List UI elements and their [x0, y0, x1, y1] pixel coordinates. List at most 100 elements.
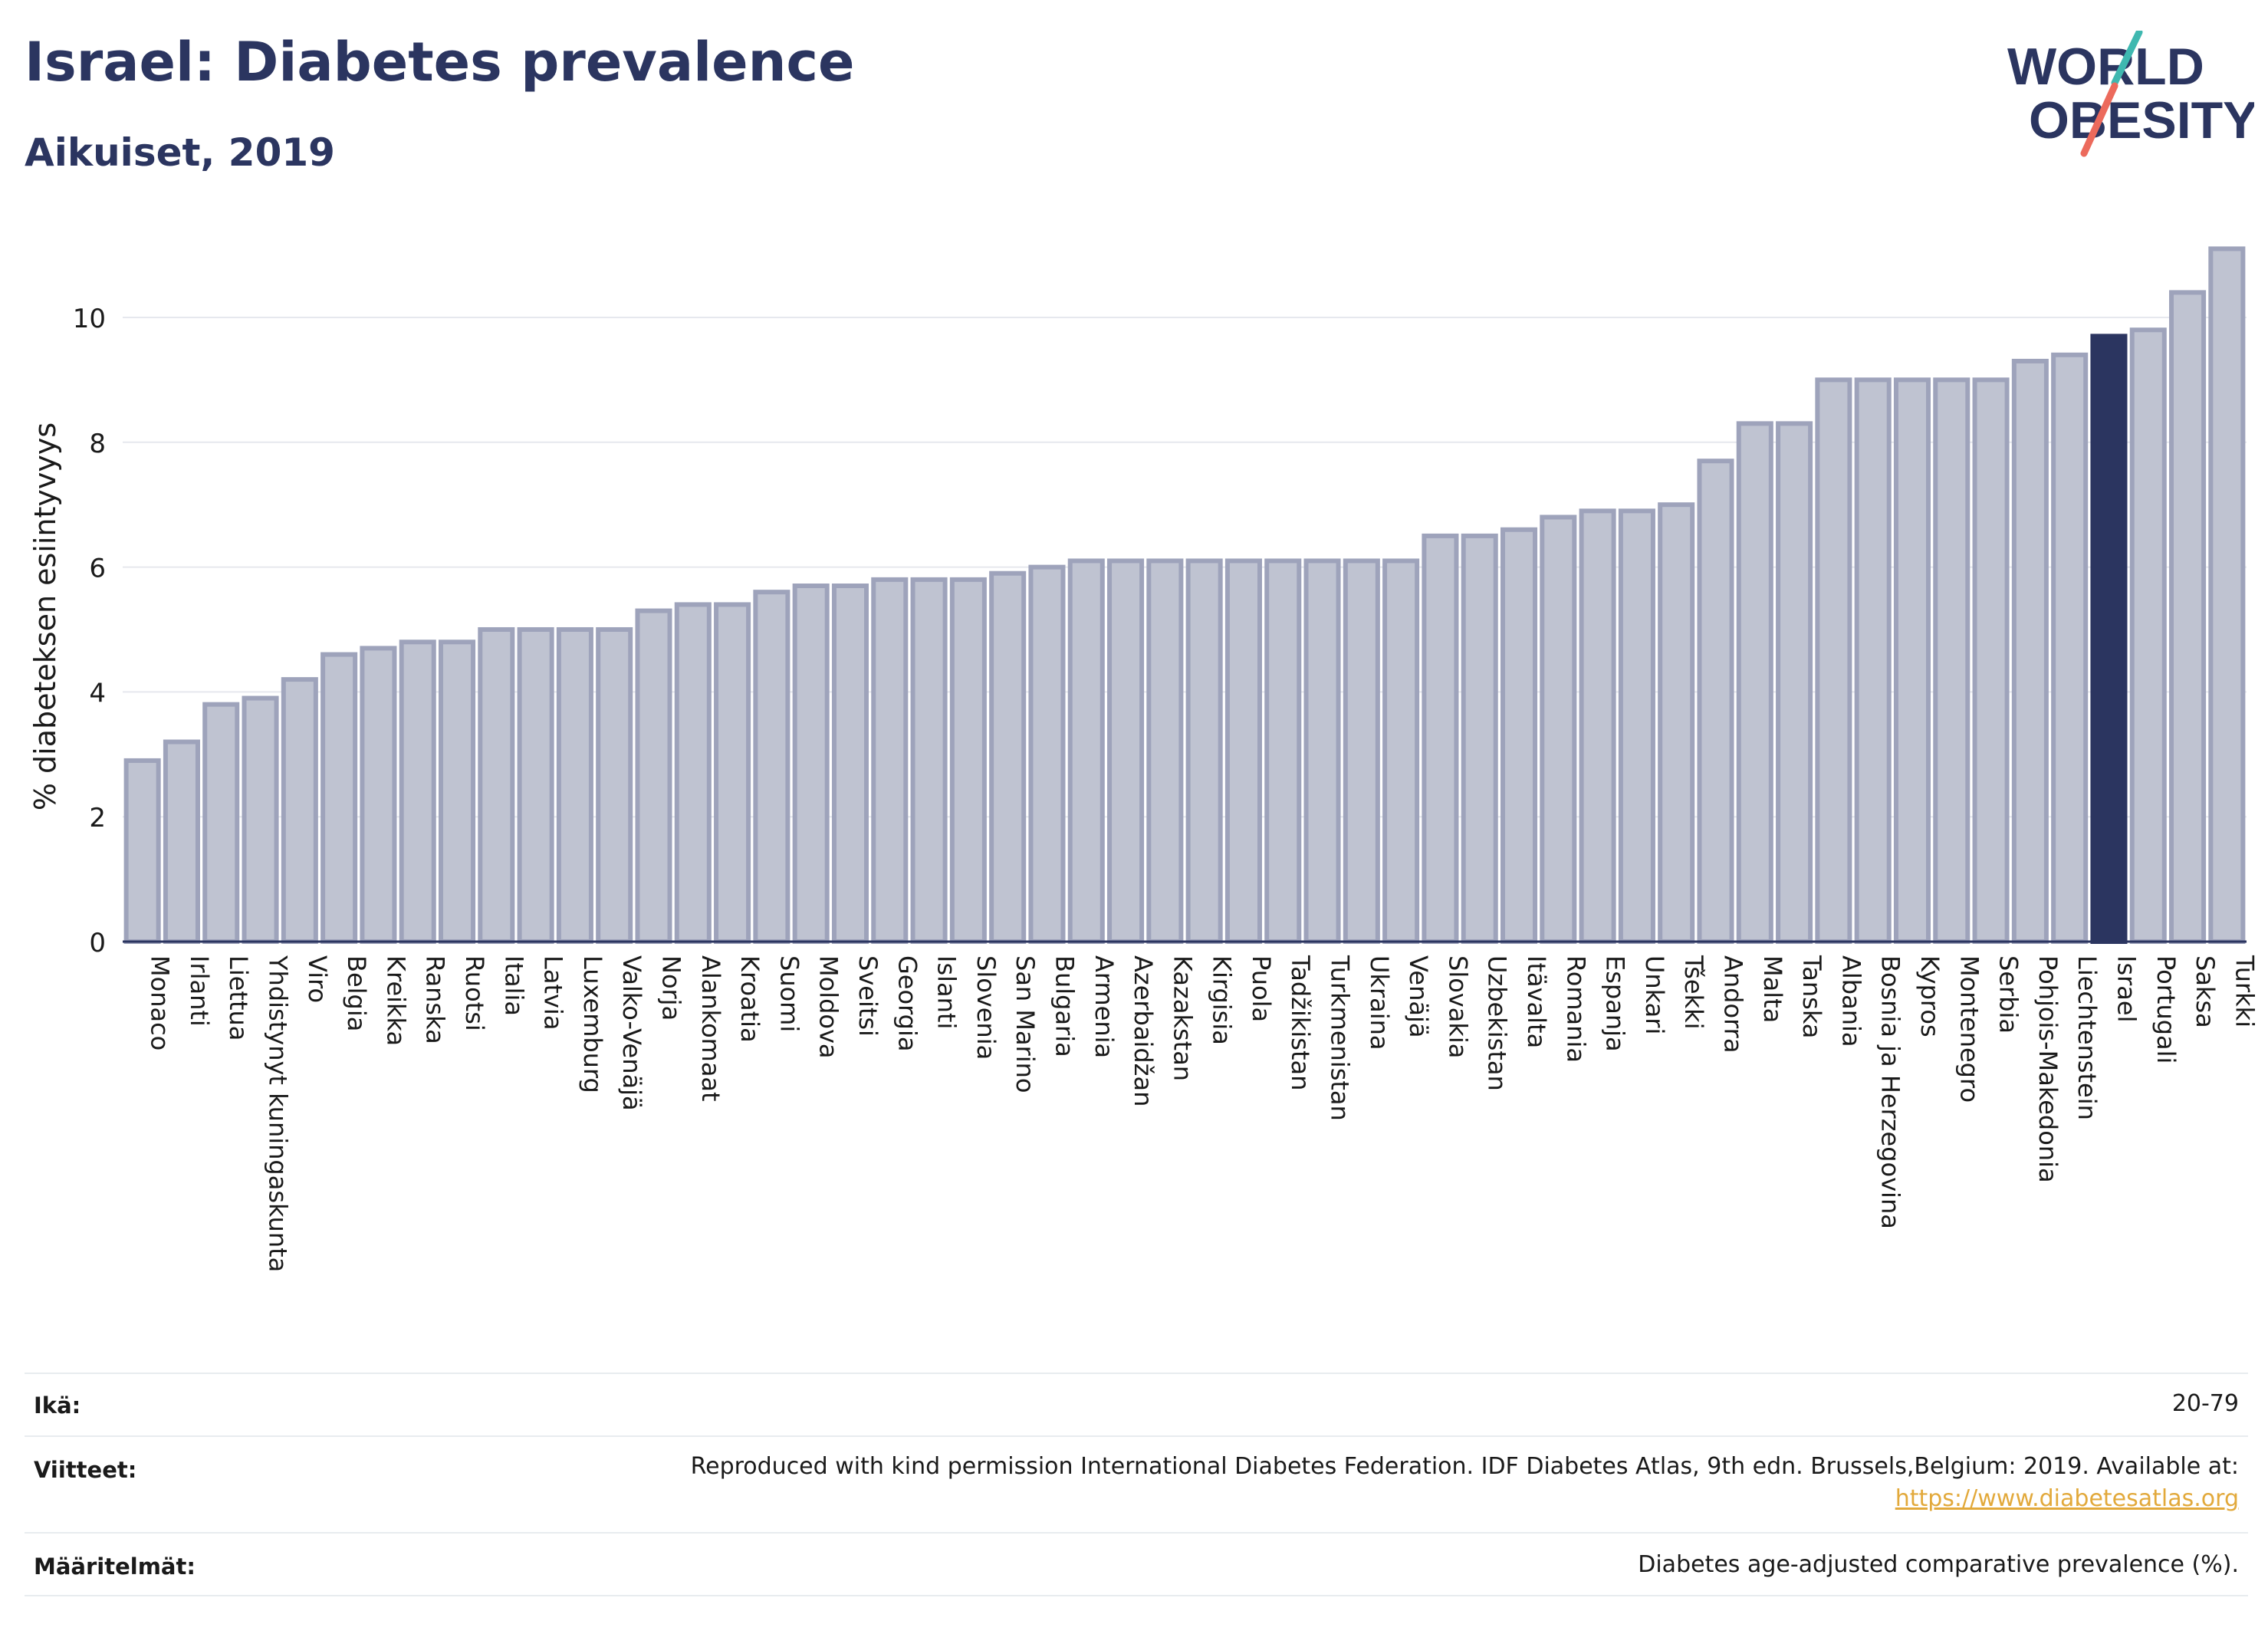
x-tick-label: Suomi: [774, 955, 804, 1032]
bar-29: [1264, 558, 1302, 944]
references-label: Viitteet:: [34, 1457, 137, 1483]
bar-25: [1107, 558, 1145, 944]
bar-36: [1540, 515, 1577, 944]
bar-0: [123, 758, 161, 944]
bar-35: [1500, 527, 1538, 944]
x-tick-label: Turkmenistan: [1326, 955, 1355, 1121]
x-tick-label: Albania: [1836, 955, 1865, 1047]
bar-19: [871, 577, 909, 944]
x-tick-label: Norja: [657, 955, 686, 1021]
y-tick-labels: 0 2 4 6 8 10: [73, 304, 106, 958]
bar-26: [1146, 558, 1184, 944]
bar-23: [1028, 564, 1066, 944]
bar-7: [399, 639, 436, 945]
x-tick-label: Itävalta: [1522, 955, 1551, 1048]
x-tick-label: Liechtenstein: [2072, 955, 2102, 1120]
x-tick-label: Israel: [2112, 955, 2141, 1022]
bar-20: [910, 577, 948, 944]
x-tick-label: Kypros: [1915, 955, 1944, 1037]
x-tick-label: Luxemburg: [578, 955, 607, 1093]
x-tick-label: Slovenia: [971, 955, 1001, 1060]
y-tick-label: 0: [89, 928, 106, 958]
bar-43: [1815, 377, 1852, 944]
bar-47: [1972, 377, 2010, 944]
bar-50: [2090, 334, 2128, 944]
bar-38: [1618, 508, 1655, 944]
x-tick-label: Ranska: [421, 955, 450, 1044]
x-tick-label: Romania: [1561, 955, 1590, 1063]
x-tick-label: Georgia: [892, 955, 922, 1051]
page-title: Israel: Diabetes prevalence: [25, 31, 855, 94]
x-tick-label: Puola: [1247, 955, 1276, 1022]
x-tick-label: Uzbekistan: [1483, 955, 1512, 1091]
bar-17: [792, 584, 830, 944]
bar-32: [1382, 558, 1420, 944]
bar-41: [1736, 421, 1773, 944]
x-tick-label: Montenegro: [1954, 955, 1984, 1103]
bar-1: [163, 739, 200, 945]
bar-2: [202, 702, 240, 945]
x-tick-label: Alankomaat: [696, 955, 725, 1102]
x-tick-label: Irlanti: [185, 955, 214, 1027]
bar-44: [1854, 377, 1892, 944]
bar-53: [2208, 246, 2246, 944]
age-value: 20-79: [2171, 1390, 2239, 1417]
bar-22: [989, 570, 1027, 944]
x-tick-label: Saksa: [2191, 955, 2220, 1028]
bar-28: [1224, 558, 1262, 944]
logo-slash-coral: [2080, 82, 2118, 157]
x-tick-label: Islanti: [932, 955, 961, 1029]
world-obesity-logo: WORLD OBESITY: [2007, 31, 2254, 157]
bar-15: [714, 602, 751, 945]
bar-52: [2169, 290, 2207, 944]
x-tick-label: Valko-Venäjä: [617, 955, 646, 1111]
x-tick-label: Monaco: [146, 955, 175, 1050]
page-subtitle: Aikuiset, 2019: [25, 130, 335, 175]
y-axis-label: % diabeteksen esiintyvyys: [28, 422, 62, 810]
y-tick-label: 8: [89, 429, 106, 459]
x-tick-label: Turkki: [2230, 955, 2259, 1027]
bar-5: [320, 652, 358, 945]
x-tick-label: Sveitsi: [853, 955, 883, 1037]
x-tick-label: Venäjä: [1404, 955, 1433, 1037]
bar-10: [517, 626, 554, 945]
bar-18: [831, 584, 869, 944]
x-tick-labels: Monaco Irlanti Liettua Yhdistynyt kuningask…: [146, 955, 2260, 1272]
y-tick-label: 4: [89, 678, 106, 709]
bar-40: [1697, 459, 1734, 944]
bar-46: [1933, 377, 1971, 944]
x-tick-label: Serbia: [1994, 955, 2023, 1034]
bar-6: [360, 646, 397, 944]
references-link[interactable]: https://www.diabetesatlas.org: [1895, 1485, 2239, 1512]
bar-48: [2011, 358, 2049, 944]
meta-row-age: Ikä: 20-79: [25, 1373, 2248, 1435]
bar-49: [2051, 352, 2089, 944]
bar-42: [1776, 421, 1813, 944]
x-tick-label: Kroatia: [735, 955, 764, 1043]
x-tick-label: Kreikka: [381, 955, 410, 1046]
meta-bottom-divider: [25, 1595, 2248, 1596]
bar-30: [1303, 558, 1341, 944]
bar-chart: 0 2 4 6 8 10 Monaco Irlanti Liettua Yhdistynyt k…: [28, 246, 2260, 1272]
x-tick-label: Liettua: [224, 955, 253, 1041]
bars: [123, 246, 2246, 945]
logo-slash-teal: [2111, 31, 2143, 87]
x-tick-label: Italia: [499, 955, 528, 1016]
logo-line2: OBESITY: [2029, 91, 2254, 150]
x-tick-label: Kazakstan: [1168, 955, 1197, 1081]
x-tick-label: Espanja: [1601, 955, 1630, 1052]
bar-31: [1343, 558, 1380, 944]
bar-37: [1579, 508, 1616, 944]
bar-12: [596, 626, 633, 945]
bar-51: [2129, 327, 2167, 944]
bar-24: [1067, 558, 1105, 944]
definitions-value: Diabetes age-adjusted comparative preval…: [1638, 1551, 2239, 1578]
bar-27: [1185, 558, 1223, 944]
x-tick-label: Tadžikistan: [1286, 955, 1315, 1090]
x-tick-label: Andorra: [1719, 955, 1748, 1053]
references-text: Reproduced with kind permission Internat…: [690, 1453, 2239, 1480]
x-tick-label: Tšekki: [1679, 955, 1708, 1030]
bar-39: [1658, 502, 1695, 944]
bar-3: [242, 695, 279, 944]
y-tick-label: 6: [89, 554, 106, 584]
